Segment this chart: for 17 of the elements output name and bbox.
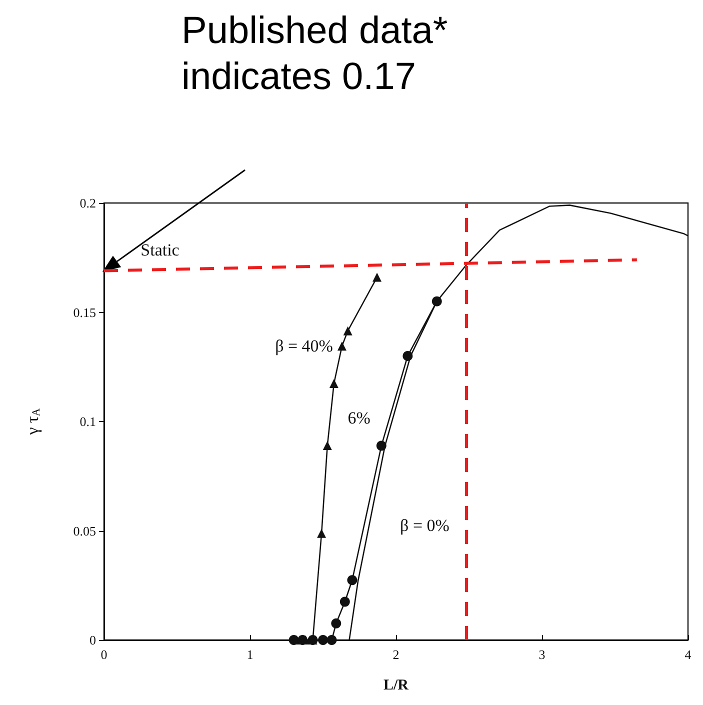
series-label: 6% [348, 408, 370, 428]
y-tick-label: 0.2 [80, 196, 96, 210]
x-tick-label: 4 [684, 647, 692, 662]
x-axis-title: L/R [383, 678, 409, 694]
y-tick-label: 0.15 [73, 304, 96, 320]
series-label: β = 40% [275, 336, 333, 356]
y-tick-label: 0.1 [80, 414, 96, 429]
x-tick-label: 1 [246, 647, 254, 662]
y-tick-label: 0 [90, 632, 96, 648]
text: Published data* indicates 0.17 [182, 10, 458, 98]
annotation: Static [140, 240, 180, 260]
y-axis-title: γ τA [23, 408, 42, 436]
x-tick-label: 0 [100, 647, 108, 662]
x-tick-label: 3 [538, 647, 546, 662]
y-tick-label: 0.05 [73, 523, 96, 538]
x-tick-label: 2 [392, 647, 400, 662]
series-label: β = 0% [400, 516, 450, 536]
